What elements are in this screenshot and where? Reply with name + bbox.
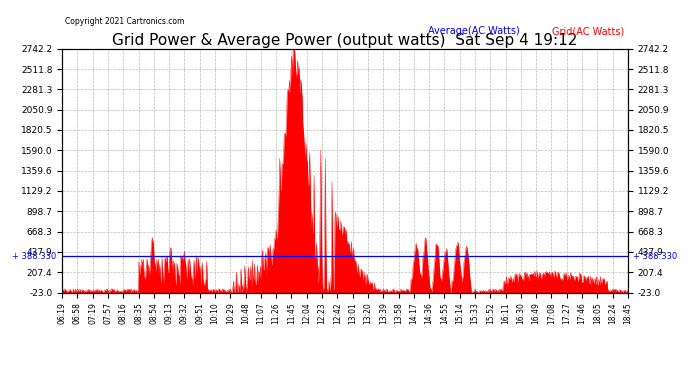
Text: Copyright 2021 Cartronics.com: Copyright 2021 Cartronics.com <box>65 17 184 26</box>
Title: Grid Power & Average Power (output watts)  Sat Sep 4 19:12: Grid Power & Average Power (output watts… <box>112 33 578 48</box>
Text: + 388.330: + 388.330 <box>12 252 57 261</box>
Text: Grid(AC Watts): Grid(AC Watts) <box>552 26 624 36</box>
Text: + 388.330: + 388.330 <box>633 252 678 261</box>
Text: Average(AC Watts): Average(AC Watts) <box>428 26 520 36</box>
